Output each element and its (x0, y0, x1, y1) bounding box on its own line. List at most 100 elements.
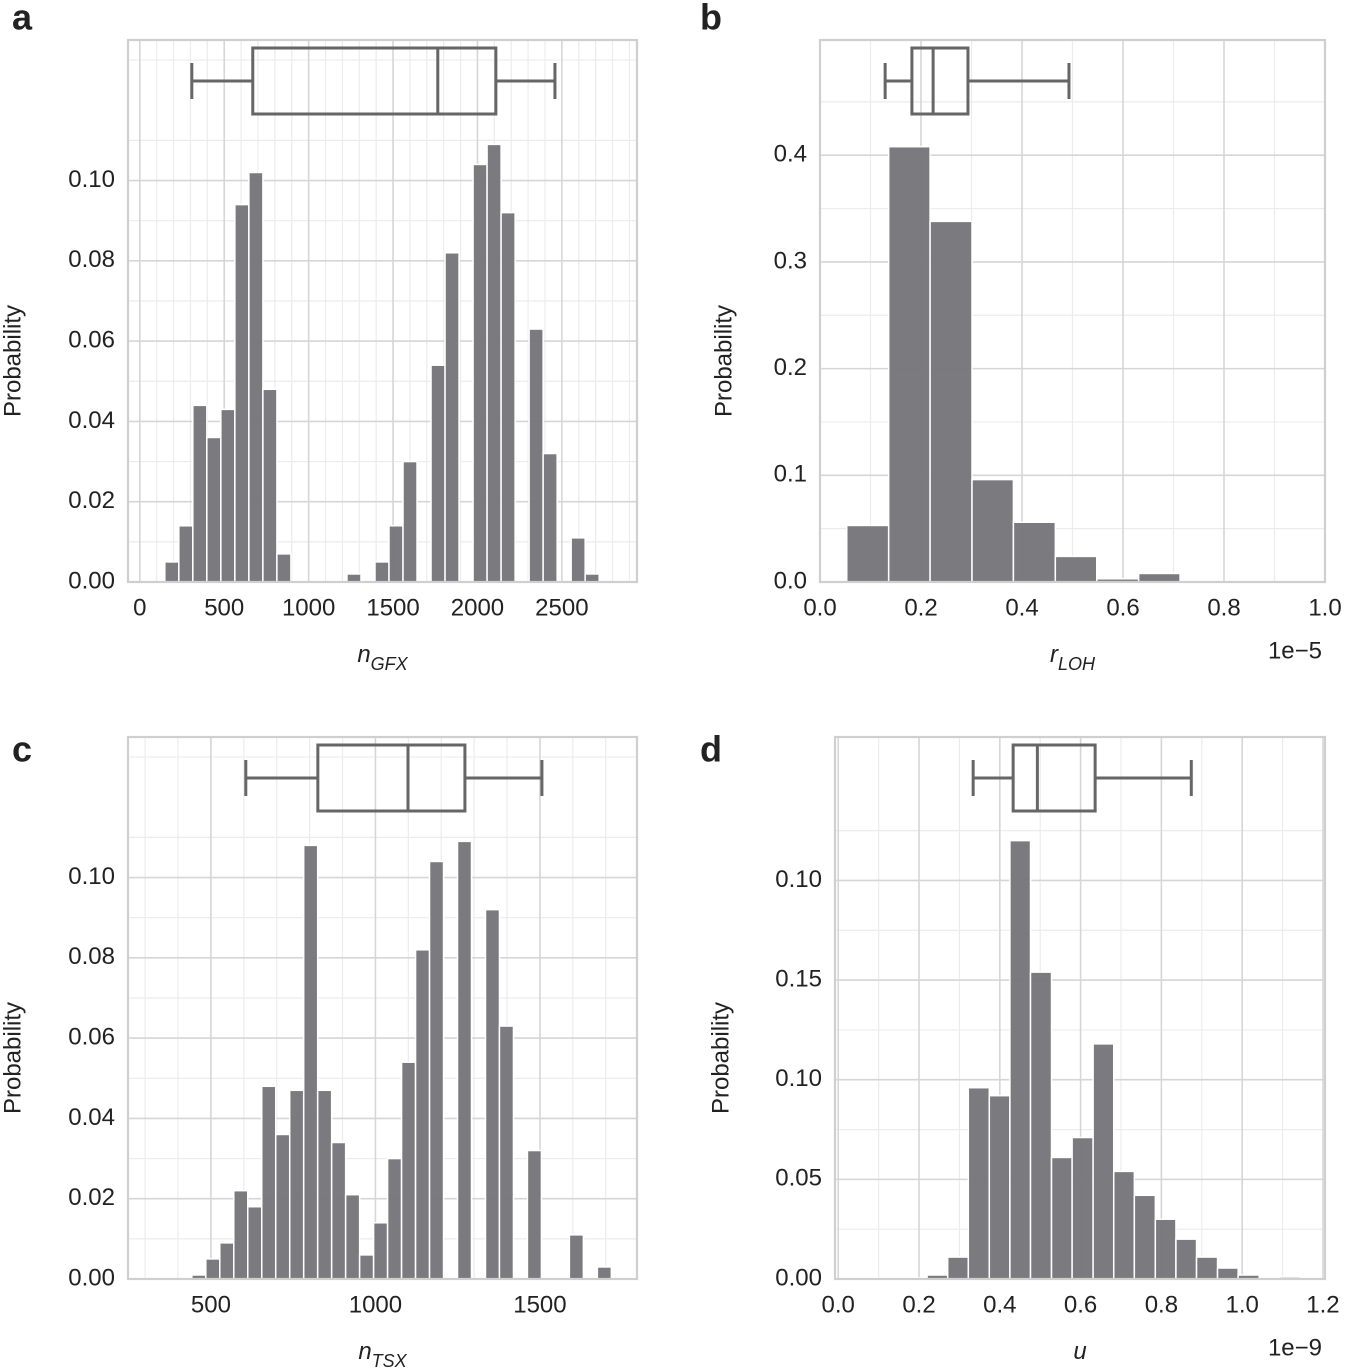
histogram-bar (178, 525, 194, 583)
axis-offset: 1e−9 (1268, 1334, 1322, 1361)
x-tick-label: 1000 (282, 594, 335, 621)
x-tick-label: 0.4 (1005, 594, 1038, 621)
x-tick-label: 0.8 (1145, 1291, 1178, 1318)
histogram-bar (526, 1149, 543, 1280)
x-axis-subscript: GFX (371, 654, 409, 674)
histogram-bar (330, 1141, 347, 1280)
x-tick-label: 1.0 (1308, 594, 1341, 621)
panel-label: d (700, 729, 722, 770)
histogram-bar (568, 1234, 585, 1280)
histogram-bar (358, 1254, 375, 1280)
axes-frame (833, 735, 1327, 1281)
axes-frame (126, 735, 639, 1281)
x-axis-subscript: TSX (372, 1351, 408, 1368)
histogram-bar (929, 220, 973, 583)
histogram-bar (946, 1256, 970, 1280)
histogram-bar (484, 908, 501, 1280)
box (251, 46, 498, 116)
x-axis-symbol: r (1050, 641, 1059, 668)
y-tick-label: 0.05 (775, 1165, 822, 1192)
histogram-bar (1054, 555, 1098, 583)
histogram-bar (164, 561, 180, 583)
histogram-bar (456, 840, 473, 1280)
y-axis-label: Probability (0, 305, 26, 417)
histogram-bar (428, 860, 445, 1280)
histogram-bar (1012, 521, 1057, 583)
panel-label: a (12, 0, 33, 38)
y-tick-label: 0.0 (774, 567, 807, 594)
histogram-bar (967, 1086, 991, 1280)
histogram-bar (205, 1258, 221, 1280)
y-tick-label: 0.3 (774, 247, 807, 274)
x-tick-label: 2500 (535, 594, 588, 621)
x-axis-subscript: LOH (1058, 654, 1096, 674)
histogram-bar (274, 1133, 291, 1280)
histogram-bar (542, 452, 558, 583)
histogram-bar (248, 171, 264, 583)
histogram-bar (206, 436, 222, 583)
plot-background (128, 737, 637, 1279)
histogram-bar (400, 1061, 417, 1280)
histogram-bar (430, 364, 446, 583)
histogram-bar (971, 478, 1015, 583)
histogram-bar (386, 1157, 403, 1280)
histogram-bar (1137, 572, 1181, 583)
histogram-bar (388, 525, 404, 583)
histogram-bar (276, 553, 292, 583)
x-tick-label: 0.2 (904, 594, 937, 621)
histogram-bar (402, 460, 418, 583)
histogram-bar (1009, 839, 1032, 1280)
x-tick-label: 1000 (349, 1291, 402, 1318)
x-tick-label: 0.0 (803, 594, 836, 621)
histogram-bar (344, 1193, 361, 1280)
y-tick-label: 0.06 (68, 326, 115, 353)
histogram-bar (1092, 1043, 1115, 1280)
x-axis-symbol: n (357, 641, 370, 668)
histogram-bar (988, 1094, 1011, 1280)
y-tick-label: 0.02 (68, 1184, 115, 1211)
y-tick-label: 0.02 (68, 487, 115, 514)
x-tick-label: 1500 (366, 594, 419, 621)
histogram-bar (374, 561, 390, 583)
x-tick-label: 1.2 (1306, 1291, 1339, 1318)
axis-offset: 1e−5 (1268, 637, 1322, 664)
x-tick-label: 0.8 (1207, 594, 1240, 621)
histogram-bar (288, 1089, 305, 1280)
x-tick-label: 0.6 (1064, 1291, 1097, 1318)
x-axis-symbol: u (1073, 1338, 1086, 1365)
histogram-bar (596, 1266, 613, 1280)
x-axis-label: nTSX (358, 1338, 407, 1368)
y-tick-label: 0.10 (775, 1065, 822, 1092)
histogram-bar (1195, 1256, 1219, 1280)
y-tick-label: 0.08 (68, 943, 115, 970)
histogram-bar (498, 1025, 515, 1280)
y-tick-label: 0.00 (68, 1264, 115, 1291)
y-axis-label: Probability (0, 1002, 26, 1114)
histogram-bar (1029, 971, 1053, 1280)
y-tick-label: 0.10 (775, 866, 822, 893)
histogram-bar (472, 163, 488, 583)
histogram-bar (316, 1089, 333, 1280)
x-tick-label: 0.4 (983, 1291, 1016, 1318)
histogram-bar (372, 1222, 389, 1280)
histogram-bar (486, 143, 502, 583)
y-tick-label: 0.06 (68, 1023, 115, 1050)
y-axis-label: Probability (710, 305, 737, 417)
histogram-bar (234, 203, 250, 583)
x-tick-label: 1500 (513, 1291, 566, 1318)
histogram-bar (302, 844, 319, 1280)
histogram-bar (262, 388, 278, 583)
histogram-bar (846, 524, 890, 583)
y-tick-label: 0.2 (774, 354, 807, 381)
panel-label: c (12, 729, 32, 770)
x-axis-label: rLOH (1050, 641, 1096, 673)
x-tick-label: 500 (191, 1291, 231, 1318)
axes-frame (126, 38, 639, 584)
histogram-bar (584, 573, 600, 583)
histogram-bar (1133, 1194, 1157, 1280)
histogram-bar (1071, 1136, 1094, 1280)
histogram-bar (570, 537, 586, 583)
x-tick-label: 500 (204, 594, 244, 621)
axes-frame (818, 38, 1327, 584)
